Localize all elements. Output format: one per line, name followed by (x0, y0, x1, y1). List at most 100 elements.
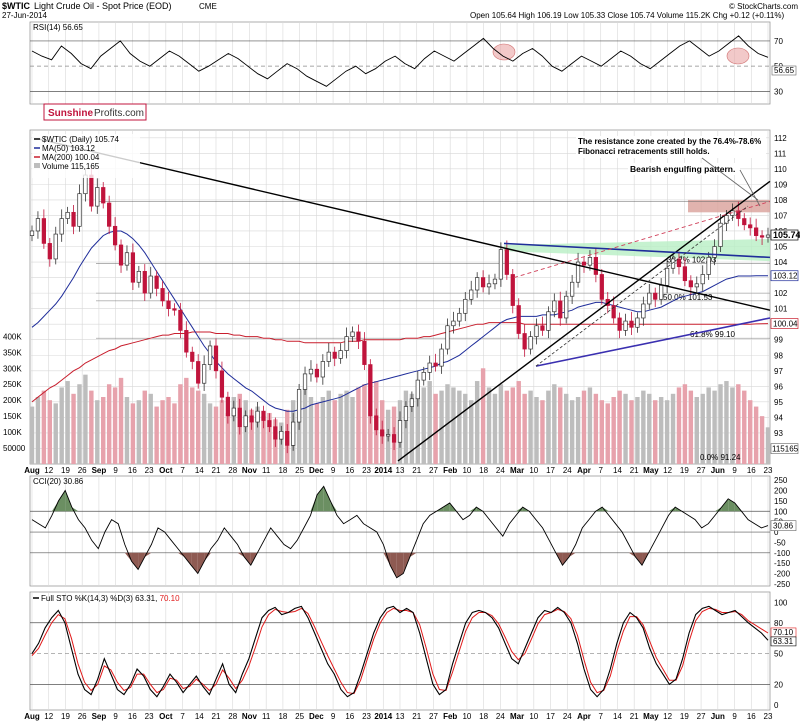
price-candle (439, 343, 444, 374)
candle-body (676, 258, 682, 268)
volume-bar (207, 403, 213, 464)
x-tick-label: 19 (680, 466, 689, 475)
volume-bar (575, 397, 581, 464)
x-tick-label: 9 (732, 712, 737, 721)
price-candle (101, 182, 106, 209)
volume-bar (670, 393, 676, 464)
candle-body (664, 267, 670, 286)
volume-y-tick: 350K (3, 348, 22, 357)
price-last-box (770, 270, 799, 282)
volume-bar (302, 387, 308, 464)
cci-oversold-fill (191, 552, 198, 574)
candle-body (261, 410, 266, 421)
price-legend: $WTIC (Daily) 105.74 MA(50) 103.12 MA(20… (32, 134, 140, 178)
x-tick-label: May (643, 712, 659, 721)
volume-bar (558, 387, 563, 464)
candle-body (421, 371, 426, 381)
cci-y-tick: 150 (774, 497, 788, 506)
cci-y-tick: 0 (774, 528, 779, 537)
x-tick-label: 12 (663, 466, 672, 475)
candle-body (231, 407, 236, 417)
price-candle (302, 366, 308, 395)
price-candle (682, 257, 688, 287)
price-candle (558, 291, 563, 326)
x-tick-label: 24 (563, 466, 572, 475)
x-tick-label: 13 (396, 466, 405, 475)
cci-overbought-fill (668, 507, 676, 512)
x-tick-label: Apr (577, 712, 591, 721)
candle-body (540, 325, 545, 331)
volume-bar (255, 406, 260, 464)
rsi-title: RSI(14) 56.65 (33, 23, 83, 32)
x-tick-label: 7 (599, 466, 604, 475)
price-candle (77, 184, 82, 232)
price-y-tick: 107 (774, 211, 788, 220)
x-tick-label: 12 (44, 712, 53, 721)
sto-k-line (31, 605, 769, 698)
candle-body (451, 320, 456, 327)
price-last-value: 100.04 (773, 320, 798, 329)
candle-body (124, 252, 130, 266)
volume-bar (409, 393, 415, 464)
price-y-tick: 102 (774, 289, 788, 298)
volume-y-tick: 250K (3, 380, 22, 389)
price-candle (350, 326, 355, 343)
price-candle (694, 276, 699, 293)
chart-date: 27-Jun-2014 (2, 11, 47, 20)
volume-bar (706, 387, 711, 464)
volume-bar (474, 381, 480, 464)
volume-bar (124, 397, 130, 464)
price-candle (107, 195, 112, 235)
price-candle (326, 342, 331, 367)
price-candle (136, 265, 141, 288)
candle-body (670, 258, 676, 269)
price-candle (617, 312, 622, 339)
price-candle (47, 237, 52, 267)
price-candle (546, 306, 551, 339)
candle-body (332, 351, 337, 359)
volume-bar (415, 397, 421, 464)
candle-body (136, 271, 141, 283)
volume-y-tick: 300K (3, 364, 22, 373)
volume-bar (178, 384, 183, 464)
volume-bar (421, 387, 426, 464)
resistance-zone (688, 199, 770, 213)
blue-support-line (503, 242, 771, 259)
x-tick-label: 28 (228, 466, 237, 475)
volume-y-tick: 150K (3, 412, 22, 421)
volume-bar (765, 427, 771, 464)
x-tick-label: 27 (697, 712, 706, 721)
volume-last-box (770, 443, 799, 454)
price-candle (486, 274, 492, 295)
x-tick-label: 21 (412, 466, 421, 475)
volume-bar (184, 377, 189, 464)
cci-y-tick: -100 (774, 549, 791, 558)
volume-bar (118, 377, 124, 464)
candle-body (89, 174, 94, 207)
price-candle (112, 217, 118, 251)
watermark-brand-a: Sunshine (48, 108, 93, 119)
watermark-logo: Sunshine Profits.com (43, 103, 147, 121)
candle-body (463, 298, 468, 314)
x-tick-label: 17 (546, 712, 555, 721)
volume-bar (106, 384, 112, 464)
volume-bar (225, 412, 231, 464)
cci-oversold-fill (635, 552, 643, 566)
candle-body (344, 336, 349, 351)
price-candle (552, 293, 557, 318)
candle-body (759, 235, 765, 238)
price-last-box (770, 318, 799, 329)
candle-body (95, 187, 100, 207)
volume-y-tick: 400K (3, 332, 22, 341)
candle-body (611, 305, 616, 319)
volume-bar (427, 381, 432, 464)
candle-body (107, 202, 112, 227)
candle-body (47, 243, 52, 260)
volume-bar (528, 390, 533, 464)
price-y-tick: 111 (774, 149, 787, 158)
volume-bar (83, 374, 88, 464)
volume-bar (730, 387, 735, 464)
volume-bar (623, 393, 628, 464)
price-candle (421, 366, 426, 386)
